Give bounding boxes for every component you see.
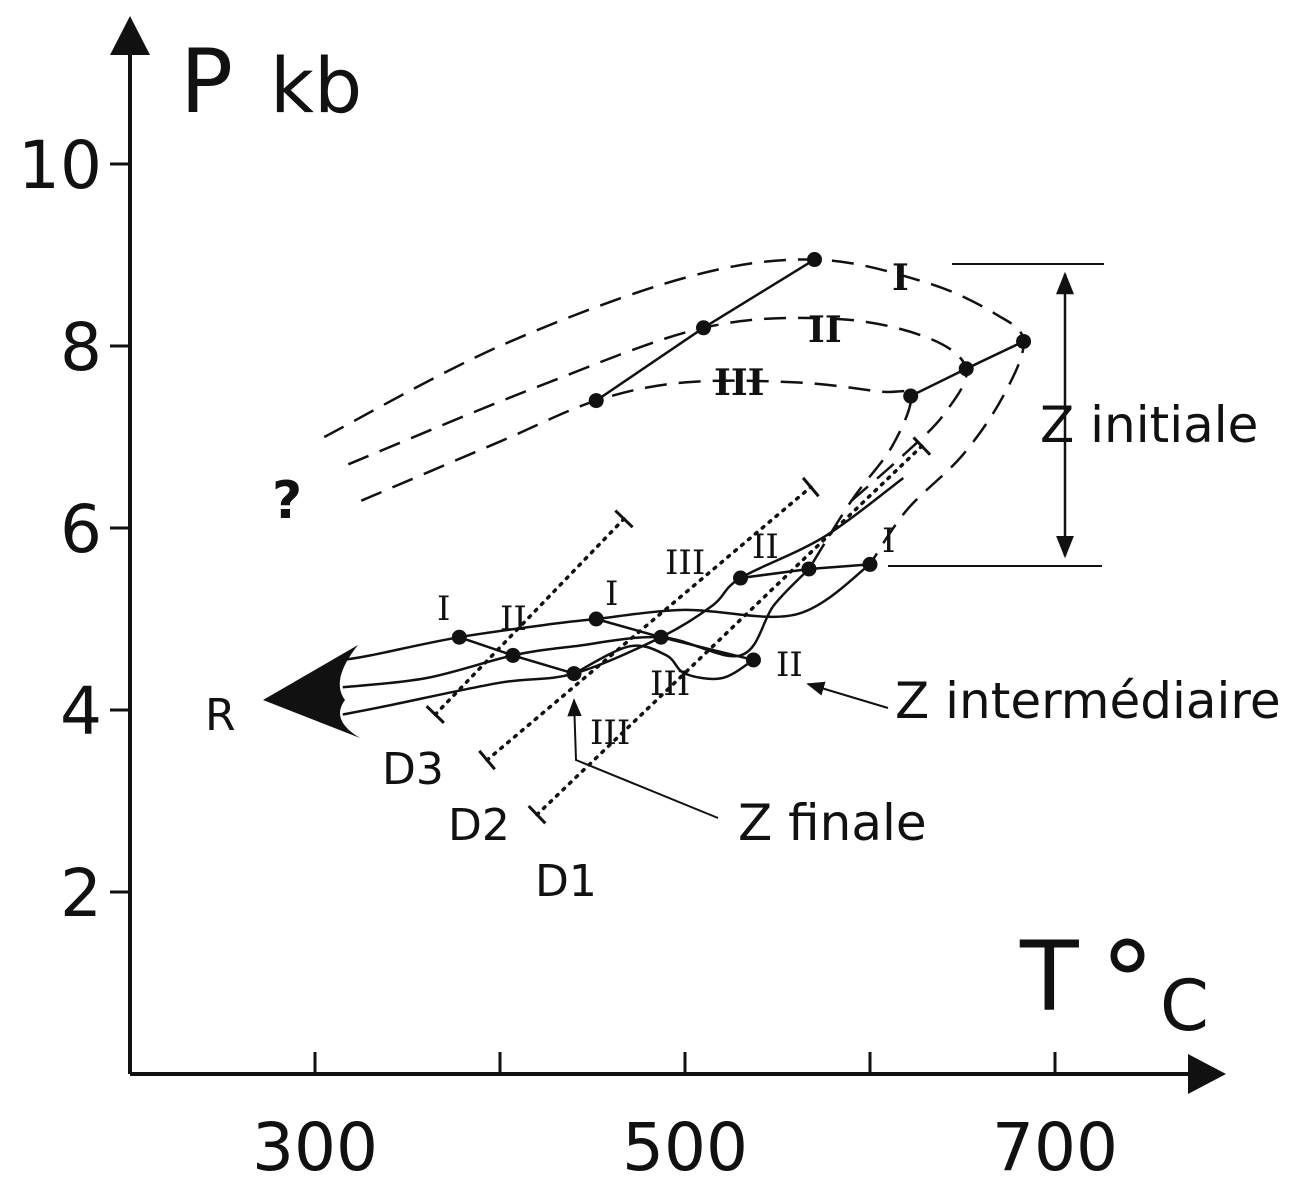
- roman-label-zm-II: II: [752, 527, 779, 567]
- y-tick-label-8: 8: [60, 309, 102, 386]
- z-initiale-label: Z initiale: [1040, 396, 1258, 454]
- dotted-end-D1-end: [912, 436, 932, 456]
- d1-label: D1: [535, 856, 597, 907]
- point-z2-II: [653, 629, 669, 645]
- dotted-line-D2: [485, 485, 813, 762]
- point-zi-III-b: [903, 388, 919, 404]
- point-zf-II: [505, 647, 521, 663]
- point-zm-I: [862, 556, 878, 572]
- roman-label-final-III: III: [590, 713, 630, 753]
- z-finale-pointer: [567, 698, 719, 819]
- question-mark-label: ?: [272, 471, 302, 531]
- point-zm-II: [801, 561, 817, 577]
- point-z2-III: [745, 652, 761, 668]
- x-tick-label-300: 300: [252, 1109, 378, 1182]
- path-II-dashed: [347, 316, 968, 502]
- z-intermediaire-pointer: [806, 681, 889, 709]
- dotted-end-D1-start: [527, 804, 547, 825]
- path-II-solid: [342, 568, 810, 689]
- roman-label-zi-II: II: [808, 309, 842, 351]
- residual-arrow-head: [263, 645, 360, 738]
- dotted-line-D1: [535, 444, 924, 817]
- roman-label-zm-III: III: [665, 543, 705, 583]
- path-I-dashed: [323, 258, 1025, 566]
- d3-label: D3: [382, 744, 444, 795]
- y-axis-label-main: P: [180, 30, 233, 133]
- roman-label-zf-II: II: [500, 599, 527, 639]
- x-tick-label-500: 500: [622, 1109, 748, 1182]
- y-tick-label-6: 6: [60, 491, 102, 568]
- roman-label-zi-III: III: [714, 362, 765, 404]
- y-tick-label-2: 2: [60, 855, 102, 932]
- x-axis-label-unit: C: [1160, 965, 1209, 1047]
- dashed-paths: [323, 258, 1025, 570]
- deformation-lines: [425, 436, 932, 825]
- y-axis-arrow: [110, 16, 150, 55]
- axis-ticks: 300 500 700 2 4 6 8 10: [18, 127, 1118, 1186]
- dotted-line-D3: [433, 517, 626, 717]
- roman-label-zm-I: I: [882, 521, 895, 561]
- d2-label: D2: [448, 800, 510, 851]
- point-zm-III: [733, 570, 748, 586]
- roman-label-z2-II: II: [776, 645, 803, 685]
- point-zi-II-b: [958, 361, 974, 377]
- dotted-end-D3-end: [614, 509, 634, 529]
- point-zi-III-a: [588, 393, 604, 409]
- roman-label-zf-III: III: [650, 664, 690, 704]
- y-tick-label-10: 10: [18, 127, 102, 204]
- x-tick-label-700: 700: [992, 1109, 1118, 1182]
- point-zf-I: [451, 629, 467, 645]
- x-axis-label-main: T: [1019, 921, 1079, 1033]
- data-points: [451, 252, 1032, 682]
- point-zi-I-b: [1016, 333, 1032, 349]
- roman-label-zf-I: I: [437, 589, 450, 629]
- z-finale-label: Z finale: [738, 794, 927, 852]
- point-zf-III: [566, 666, 582, 682]
- annotations: P kb T ° C ? R D3 D2 D1 Z initiale Z int…: [180, 30, 1281, 1047]
- path-III-loop: [573, 644, 755, 681]
- x-axis-arrow: [1188, 1054, 1226, 1094]
- dotted-end-D3-start: [425, 705, 445, 724]
- point-zi-II-a: [696, 320, 711, 336]
- axes: [110, 16, 1226, 1094]
- dotted-end-D2-start: [478, 749, 496, 771]
- roman-label-mid-I: I: [605, 574, 618, 614]
- dotted-end-D2-end: [801, 476, 820, 498]
- solid-paths: [342, 476, 905, 716]
- z-intermediaire-label: Z intermédiaire: [895, 672, 1281, 730]
- point-zi-I-a: [807, 252, 822, 268]
- point-z2-I: [588, 611, 604, 627]
- roman-label-zi-I: I: [892, 257, 909, 299]
- residual-label: R: [205, 690, 236, 741]
- y-axis-label-unit: kb: [270, 41, 362, 130]
- y-tick-label-4: 4: [60, 673, 102, 750]
- path-III-dashed: [360, 379, 913, 570]
- x-axis-label-degree: °: [1100, 918, 1155, 1046]
- path-I-solid: [342, 563, 871, 662]
